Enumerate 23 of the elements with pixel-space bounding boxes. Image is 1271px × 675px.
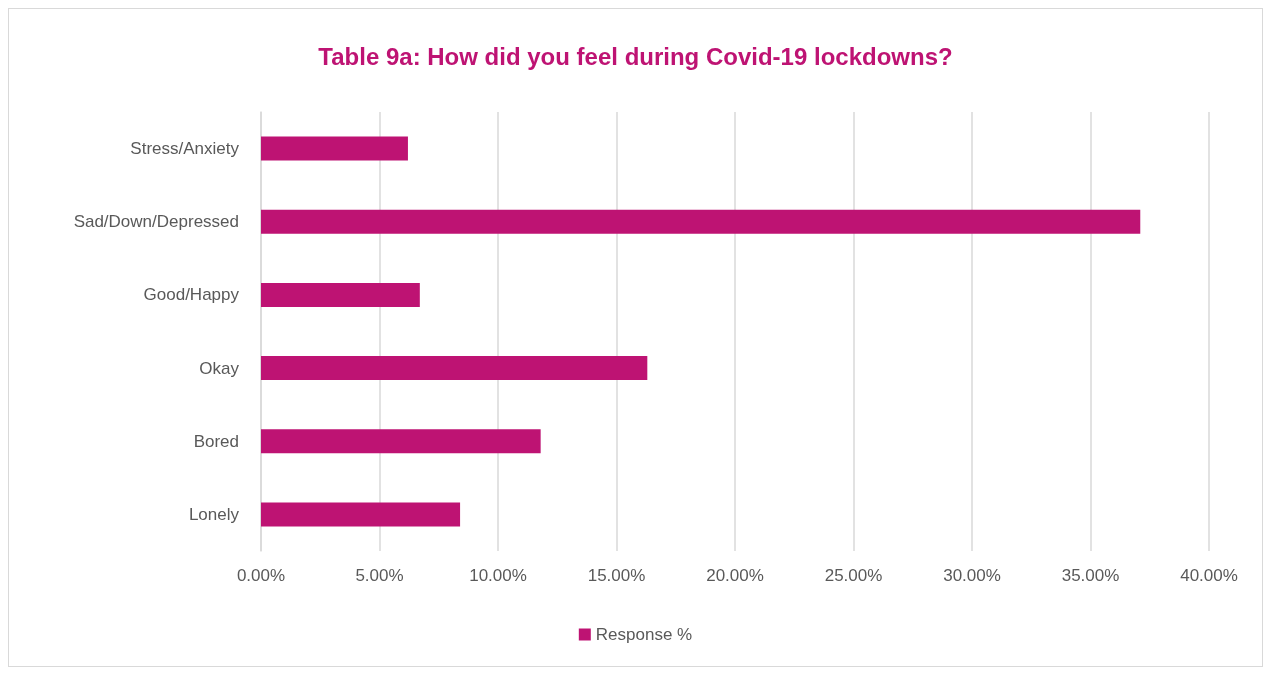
x-tick-label: 40.00% [1180, 566, 1238, 585]
bar [261, 502, 461, 527]
bar [261, 136, 408, 161]
bar [261, 209, 1141, 234]
bar [261, 429, 541, 454]
bar [261, 356, 648, 381]
x-tick-label: 25.00% [824, 566, 883, 585]
x-tick-label: 10.00% [469, 566, 527, 585]
y-tick-label: Stress/Anxiety [130, 139, 240, 159]
bar [261, 282, 420, 307]
x-tick-label: 30.00% [943, 566, 1001, 585]
x-tick-label: 5.00% [355, 566, 404, 585]
y-tick-label: Lonely [188, 504, 240, 524]
chart-title: Table 9a: How did you feel during Covid-19 lockdowns? [318, 42, 953, 70]
y-tick-label: Okay [199, 358, 240, 378]
y-tick-label: Good/Happy [143, 285, 240, 305]
x-tick-label: 35.00% [1061, 566, 1120, 585]
y-tick-label: Sad/Down/Depressed [73, 212, 239, 232]
x-tick-label: 20.00% [706, 566, 764, 585]
x-tick-label: 15.00% [587, 566, 646, 585]
y-tick-label: Bored [193, 431, 239, 451]
x-tick-label: 0.00% [236, 566, 286, 585]
legend-label: Response % [595, 625, 693, 644]
